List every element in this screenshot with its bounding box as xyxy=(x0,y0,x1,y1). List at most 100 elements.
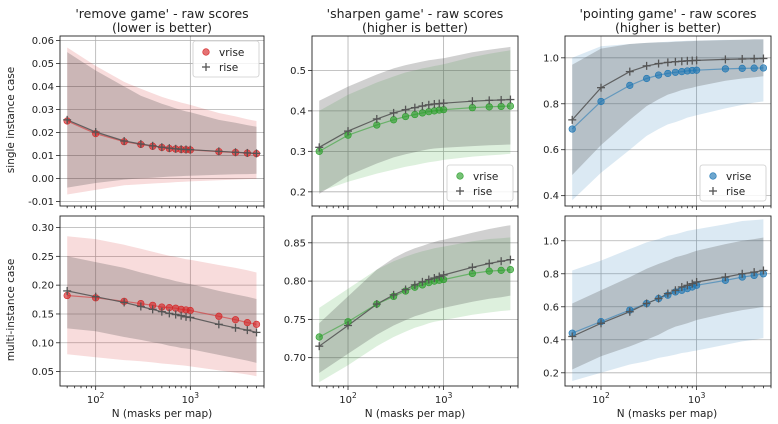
point-rise xyxy=(654,294,663,303)
point-rise xyxy=(506,95,515,104)
y-tick-label: 0.20 xyxy=(32,281,54,292)
band-rise xyxy=(67,52,257,188)
y-tick-label: 0.70 xyxy=(284,353,306,364)
point-rise xyxy=(410,103,419,112)
point-rise xyxy=(136,139,145,148)
y-tick-label: 1.0 xyxy=(543,236,559,247)
chart-title: 'sharpen game' - raw scores xyxy=(327,6,504,21)
point-vrise xyxy=(485,103,493,111)
point-vrise xyxy=(411,110,419,119)
point-rise xyxy=(485,259,494,268)
point-rise xyxy=(165,309,174,318)
point-rise xyxy=(663,58,672,67)
point-rise xyxy=(759,266,768,275)
point-rise xyxy=(389,108,398,117)
y-tick-label: 0.25 xyxy=(32,252,54,263)
y-tick-label: 0.03 xyxy=(32,105,54,116)
point-vrise xyxy=(440,106,448,114)
point-vrise xyxy=(721,65,729,73)
point-vrise xyxy=(664,69,672,78)
point-rise xyxy=(738,269,747,278)
point-vrise xyxy=(390,116,398,124)
point-rise xyxy=(430,274,439,283)
point-rise xyxy=(597,83,606,92)
y-tick-label: 0.5 xyxy=(290,66,306,77)
point-vrise xyxy=(750,64,758,72)
point-vrise xyxy=(568,125,576,133)
band-vrise xyxy=(319,50,511,192)
point-rise xyxy=(506,255,515,264)
point-rise xyxy=(157,307,166,316)
point-vrise xyxy=(215,312,223,320)
point-rise xyxy=(186,313,195,322)
legend-box xyxy=(446,164,514,202)
point-rise xyxy=(738,54,747,63)
x-tick-label: 102 xyxy=(592,391,610,406)
panel-sharpen-multi: 0.70 0.75 0.80 0.85 102 103 xyxy=(284,215,519,406)
legend: vrise rise xyxy=(446,164,514,202)
y-tick-label: 0.85 xyxy=(284,238,306,249)
point-rise xyxy=(315,342,324,351)
point-vrise xyxy=(231,316,240,324)
band-rise xyxy=(572,39,764,176)
band-vrise xyxy=(572,219,764,381)
point-rise xyxy=(136,302,145,311)
chart-title: (higher is better) xyxy=(362,20,468,35)
point-vrise xyxy=(243,319,251,327)
y-tick-label: 0.75 xyxy=(284,315,306,326)
point-vrise xyxy=(401,112,410,121)
point-rise xyxy=(721,273,730,282)
x-tick-label: 103 xyxy=(688,391,706,406)
point-rise xyxy=(148,141,157,150)
point-rise xyxy=(435,272,444,281)
panel-sharpen: 0.2 0.3 0.4 0.5 'sharpen game' - raw scores(… xyxy=(290,6,519,210)
chart-title: (lower is better) xyxy=(112,20,212,35)
point-rise xyxy=(721,55,730,64)
point-rise xyxy=(692,278,701,287)
y-tick-label: 0.00 xyxy=(32,174,54,185)
point-rise xyxy=(344,321,353,330)
x-axis-label-middle: N (masks per map) xyxy=(365,408,466,420)
point-rise xyxy=(63,115,72,124)
point-rise xyxy=(214,320,223,329)
point-rise xyxy=(120,136,129,145)
legend-label-rise: rise xyxy=(219,62,238,74)
point-vrise xyxy=(654,71,663,79)
point-rise xyxy=(401,285,410,294)
x-axis-label-right: N (masks per map) xyxy=(617,408,718,420)
y-tick-label: 0.6 xyxy=(543,145,559,156)
y-tick-label: 0.2 xyxy=(543,368,559,379)
x-tick-label: 103 xyxy=(435,391,453,406)
legend-box xyxy=(192,40,260,78)
point-rise xyxy=(344,127,353,136)
y-tick-label: -0.01 xyxy=(28,197,54,208)
point-vrise xyxy=(485,267,493,275)
y-tick-label: 0.05 xyxy=(32,59,54,70)
band-rise xyxy=(572,237,764,370)
point-rise xyxy=(625,67,634,76)
y-tick-label: 0.30 xyxy=(32,223,54,234)
legend: vrise rise xyxy=(699,164,767,202)
point-rise xyxy=(677,282,686,291)
y-tick-label: 0.3 xyxy=(290,147,306,158)
point-rise xyxy=(231,323,240,332)
point-vrise xyxy=(626,81,634,89)
legend-marker-vrise xyxy=(456,172,464,180)
legend-label-vrise: vrise xyxy=(219,47,244,59)
legend-box xyxy=(699,164,767,202)
point-vrise xyxy=(497,102,505,111)
y-tick-label: 0.4 xyxy=(543,191,559,202)
row-label-single: single instance case xyxy=(5,67,17,173)
point-rise xyxy=(171,310,180,319)
y-tick-label: 0.8 xyxy=(543,99,559,110)
y-tick-label: 0.6 xyxy=(543,302,559,313)
point-vrise xyxy=(315,333,323,341)
point-rise xyxy=(91,292,100,301)
x-tick-label: 102 xyxy=(87,391,105,406)
chart-title: (higher is better) xyxy=(615,20,721,35)
point-rise xyxy=(642,61,651,70)
band-rise xyxy=(319,46,511,194)
point-rise xyxy=(231,148,240,157)
x-tick-label: 103 xyxy=(182,391,200,406)
point-rise xyxy=(63,286,72,295)
